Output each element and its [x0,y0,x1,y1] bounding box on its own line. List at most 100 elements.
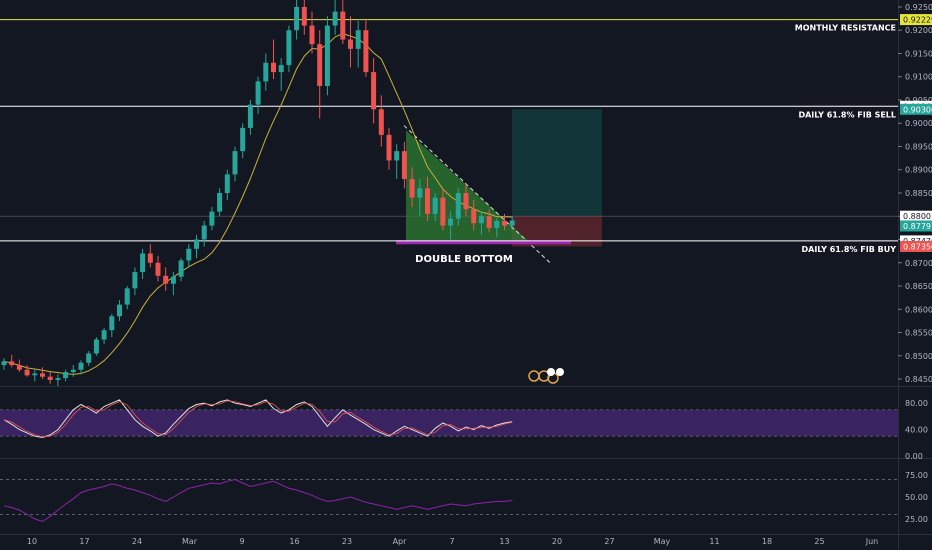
oscillator-pane[interactable]: 75.00 50.00 25.00 [0,471,928,524]
candle-body [478,216,484,224]
candle [155,255,161,282]
time-tick-label: 17 [79,537,89,546]
daily-fib-buy-tag [900,235,932,247]
time-tick-label: 24 [132,537,142,546]
candle [16,359,22,373]
candle [486,209,492,233]
candle-body [432,197,438,214]
double-bottom-label: DOUBLE BOTTOM [415,254,513,265]
candle [348,16,353,68]
candle [101,327,107,345]
osc-line [3,478,513,523]
candle-body [240,127,246,152]
candle-body [132,272,138,289]
candle-body [371,72,377,110]
candle [317,30,323,119]
candle-body [186,248,192,261]
candle [78,360,84,375]
candle [63,369,69,382]
profit-zone[interactable] [512,109,602,217]
candle [70,365,76,377]
economic-event-icons[interactable] [528,368,564,384]
candle [301,0,307,35]
entry-tag [900,210,932,222]
candle [247,99,253,135]
candle [217,188,223,217]
moving-average [3,33,513,375]
candle [386,127,392,170]
candle-body [378,109,384,135]
monthly-resistance-tag-text: 0.92229 [903,16,932,25]
candle-body [463,193,469,210]
candle [401,141,407,189]
descending-triangle[interactable] [406,130,530,243]
candle-body [9,361,15,366]
time-tick-label: 7 [449,537,454,546]
stop-tag [900,240,932,252]
trendline[interactable] [403,125,551,264]
candle [440,188,446,231]
time-tick-label: 20 [552,537,562,546]
candle-body [324,25,330,87]
candle [278,58,284,91]
candle [417,179,423,217]
candle-body [301,6,307,26]
candle [332,0,338,35]
event-count-icon[interactable] [547,368,555,376]
candle-body [340,11,346,40]
time-tick-label: 16 [289,537,299,546]
drawings[interactable] [396,125,571,264]
candle-body [201,225,207,240]
candle [509,216,515,231]
candle-body [217,193,223,212]
rsi-signal-line [3,400,513,438]
time-axis[interactable]: 10 17 24 Mar 9 16 23 Apr 7 13 20 27 May 11 18 25 Jun [27,537,878,546]
candle [463,183,469,217]
candle-body [178,260,184,277]
candle [455,188,461,226]
candle [47,372,53,384]
horizontal-levels[interactable]: MONTHLY RESISTANCE DAILY 61.8% FIB SELL DA… [0,19,898,254]
candle-body [163,275,169,284]
rsi-tick-label: 40.00 [905,426,928,435]
candle [255,76,261,114]
candle [163,267,169,291]
candle [409,167,415,207]
candle-body [117,304,122,317]
moving-average-line [3,33,513,375]
monthly-resistance-tag [900,14,932,26]
candle [1,358,7,370]
daily-fib-sell-label: DAILY 61.8% FIB SELL [798,110,896,119]
candle-body [16,365,22,370]
candle-body [286,30,292,66]
candle [93,337,99,356]
candle-body [294,6,300,31]
candle [378,95,384,147]
long-position-tool[interactable] [0,109,898,247]
time-tick-label: Mar [182,537,198,546]
candle-body [147,253,153,263]
daily-fib-buy-label: DAILY 61.8% FIB BUY [802,245,897,254]
candle-body [101,330,107,340]
candle [240,123,246,159]
candle-body [63,372,69,379]
candle [86,351,92,367]
time-tick-label: 18 [762,537,772,546]
time-tick-label: 27 [604,537,614,546]
price-tags: 0.922290.903650.874700.903000.880010.877… [900,14,932,252]
rsi-band [0,409,898,437]
current-tag [900,220,932,232]
candle-body [78,362,84,370]
double-bottom-zone[interactable] [396,240,571,245]
event-count-icon[interactable] [556,368,564,376]
candle [502,213,507,231]
rsi-pane[interactable]: 80.00 40.00 0.00 [0,399,928,461]
candle [178,258,184,282]
